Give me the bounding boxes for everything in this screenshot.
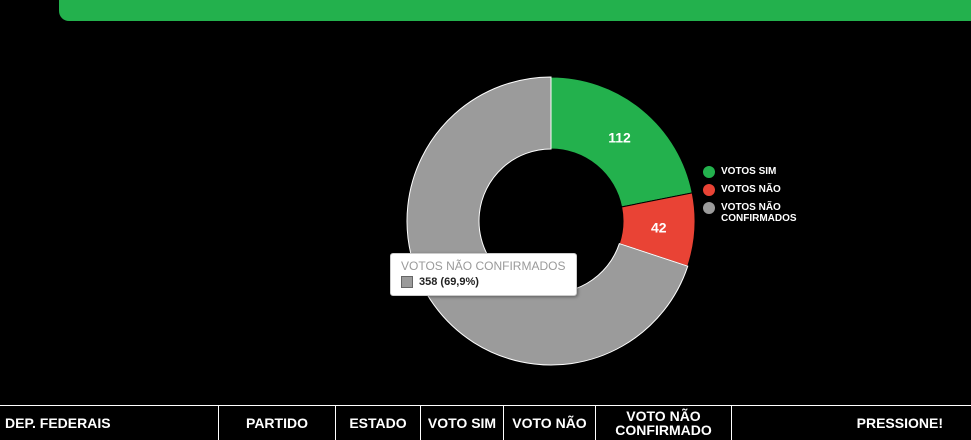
legend-item-nao[interactable]: VOTOS NÃO	[703, 184, 821, 196]
tooltip-value: 358 (69,9%)	[419, 276, 479, 288]
legend-item-sim[interactable]: VOTOS SIM	[703, 166, 821, 178]
tooltip-title: VOTOS NÃO CONFIRMADOS	[401, 259, 566, 273]
col-header-dep-federais[interactable]: DEP. FEDERAIS	[0, 406, 219, 440]
col-header-estado[interactable]: ESTADO	[336, 406, 421, 440]
col-header-voto-sim[interactable]: VOTO SIM	[421, 406, 504, 440]
col-header-partido[interactable]: PARTIDO	[219, 406, 336, 440]
col-header-pressione[interactable]: PRESSIONE!	[856, 415, 943, 431]
top-bar	[59, 0, 971, 21]
col-header-voto-nao-confirmado[interactable]: VOTO NÃO CONFIRMADO	[596, 406, 732, 440]
legend-dot-nao	[703, 184, 715, 196]
donut-chart: 112 42	[406, 76, 696, 366]
col-header-voto-nao[interactable]: VOTO NÃO	[504, 406, 596, 440]
legend-dot-nao-confirmados	[703, 202, 715, 214]
chart-legend: VOTOS SIM VOTOS NÃO VOTOS NÃO CONFIRMADO…	[703, 166, 821, 230]
tooltip-swatch	[401, 276, 413, 288]
legend-label-nao-confirmados: VOTOS NÃO CONFIRMADOS	[721, 202, 797, 224]
legend-label-sim: VOTOS SIM	[721, 166, 777, 177]
table-header: DEP. FEDERAIS PARTIDO ESTADO VOTO SIM VO…	[0, 405, 971, 440]
data-label-sim: 112	[608, 130, 631, 146]
donut-slice-sim[interactable]	[550, 76, 693, 208]
legend-dot-sim	[703, 166, 715, 178]
chart-tooltip: VOTOS NÃO CONFIRMADOS 358 (69,9%)	[390, 253, 577, 296]
legend-label-nao: VOTOS NÃO	[721, 184, 781, 195]
data-label-nao: 42	[651, 220, 667, 236]
legend-item-nao-confirmados[interactable]: VOTOS NÃO CONFIRMADOS	[703, 202, 821, 224]
